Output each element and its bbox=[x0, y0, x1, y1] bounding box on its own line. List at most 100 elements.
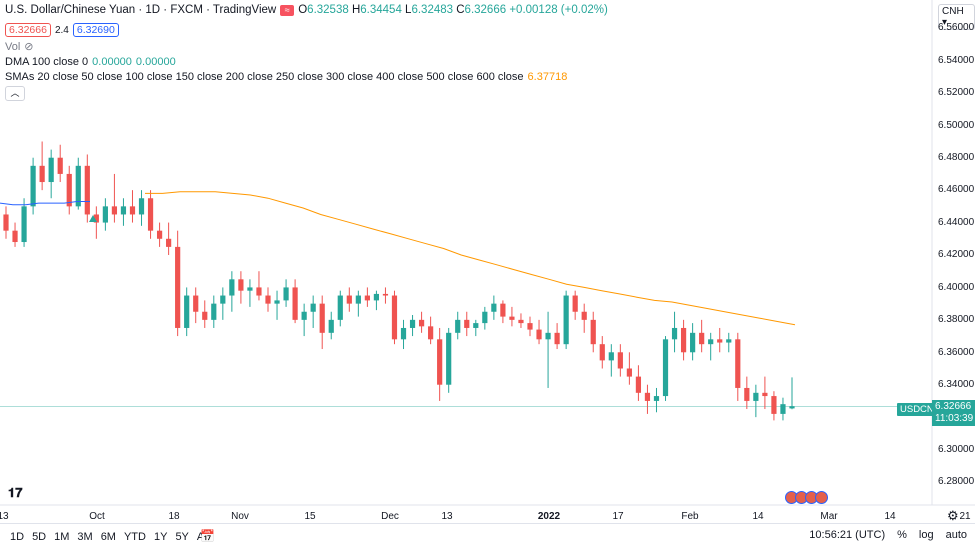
candle-body bbox=[400, 327, 407, 340]
range-button-ytd[interactable]: YTD bbox=[123, 530, 146, 543]
candle-body bbox=[120, 206, 127, 215]
auto-scale-toggle[interactable]: auto bbox=[945, 529, 967, 541]
dma-value-1: 0.00000 bbox=[92, 56, 132, 68]
candle-body bbox=[500, 303, 506, 317]
range-button-5d[interactable]: 5D bbox=[32, 530, 47, 543]
candle-body bbox=[409, 319, 416, 328]
log-scale-toggle[interactable]: log bbox=[918, 529, 934, 541]
candle-body bbox=[391, 295, 398, 340]
candle-body bbox=[328, 319, 334, 333]
signal-marker bbox=[89, 215, 97, 222]
collapse-legend-button[interactable]: ︿ bbox=[5, 86, 25, 101]
candle-body bbox=[175, 246, 181, 328]
candle-body bbox=[84, 165, 90, 215]
range-button-5y[interactable]: 5Y bbox=[175, 530, 189, 543]
tradingview-logo[interactable]: 𝟏𝟕 bbox=[8, 485, 23, 500]
candle-body bbox=[229, 279, 235, 296]
price-axis-label: 6.44000 bbox=[938, 217, 975, 228]
time-axis-label: 2022 bbox=[537, 511, 561, 522]
candle-body bbox=[66, 173, 72, 207]
range-button-6m[interactable]: 6M bbox=[100, 530, 116, 543]
range-button-1y[interactable]: 1Y bbox=[153, 530, 168, 543]
clock[interactable]: 10:56:21 (UTC) bbox=[809, 529, 886, 541]
candle-body bbox=[202, 311, 208, 320]
candle-body bbox=[662, 339, 669, 397]
range-button-3m[interactable]: 3M bbox=[77, 530, 93, 543]
bid-price[interactable]: 6.32666 bbox=[5, 23, 51, 37]
range-button-1m[interactable]: 1M bbox=[54, 530, 70, 543]
candle-body bbox=[536, 329, 542, 340]
calendar-icon[interactable]: 📅 bbox=[200, 529, 215, 543]
price-axis-label: 6.38000 bbox=[938, 314, 975, 325]
candle-body bbox=[563, 295, 569, 345]
us-flag-icon[interactable] bbox=[815, 491, 828, 504]
sma-value: 6.37718 bbox=[527, 71, 568, 83]
dma-value-2: 0.00000 bbox=[135, 56, 176, 68]
price-axis-label: 6.56000 bbox=[938, 22, 975, 33]
candle-body bbox=[111, 206, 118, 215]
candle-body bbox=[653, 396, 660, 401]
last-price-tag: 6.32666 11:03:39 bbox=[932, 400, 975, 426]
candle-body bbox=[247, 287, 253, 291]
candle-body bbox=[48, 157, 54, 183]
price-axis-label: 6.46000 bbox=[938, 184, 975, 195]
candle-body bbox=[75, 165, 81, 207]
candle-body bbox=[608, 352, 614, 361]
ask-price[interactable]: 6.32690 bbox=[72, 23, 119, 37]
range-buttons: 1D 5D 1M 3M 6M YTD 1Y 5Y All bbox=[0, 531, 213, 543]
time-axis-label: 14 bbox=[752, 511, 764, 522]
time-axis-label: Mar bbox=[820, 511, 838, 522]
candle-body bbox=[211, 303, 217, 320]
candle-body bbox=[12, 230, 18, 243]
symbol-title[interactable]: U.S. Dollar/Chinese Yuan · 1D · FXCM · T… bbox=[5, 4, 277, 16]
price-axis-label: 6.36000 bbox=[938, 347, 975, 358]
range-button-1d[interactable]: 1D bbox=[10, 530, 25, 543]
chart-legend-title: U.S. Dollar/Chinese Yuan · 1D · FXCM · T… bbox=[5, 4, 608, 16]
bottom-toolbar: 1D 5D 1M 3M 6M YTD 1Y 5Y All bbox=[0, 523, 975, 549]
candle-body bbox=[735, 339, 741, 388]
time-axis-label: Nov bbox=[231, 511, 249, 522]
economic-events[interactable] bbox=[785, 491, 828, 504]
candle-body bbox=[690, 332, 696, 353]
candle-body bbox=[147, 198, 154, 231]
candle-body bbox=[30, 165, 36, 207]
candle-body bbox=[518, 319, 524, 324]
candle-body bbox=[301, 311, 307, 320]
candle-body bbox=[355, 295, 361, 304]
sma-line bbox=[145, 191, 796, 326]
dma-indicator[interactable]: DMA 100 close 0 0.00000 0.00000 bbox=[5, 56, 176, 68]
candle-body bbox=[491, 303, 497, 312]
candle-body bbox=[238, 279, 244, 291]
candle-body bbox=[346, 295, 352, 304]
candle-body bbox=[699, 332, 705, 345]
gear-icon[interactable]: ⚙ bbox=[947, 508, 959, 523]
candle-body bbox=[292, 287, 298, 320]
time-axis-label: 21 bbox=[959, 511, 971, 522]
vol-indicator[interactable]: Vol ⊘ bbox=[5, 40, 34, 54]
sma-indicator[interactable]: SMAs 20 close 50 close 100 close 150 clo… bbox=[5, 71, 567, 83]
candle-body bbox=[3, 214, 9, 231]
candle-body bbox=[373, 293, 380, 301]
candle-body bbox=[310, 303, 316, 312]
candle-body bbox=[789, 406, 795, 409]
range-button-all[interactable]: All bbox=[196, 530, 210, 543]
bid-ask-row: 6.32666 2.4 6.32690 bbox=[5, 23, 119, 37]
candle-body bbox=[39, 165, 45, 183]
candle-body bbox=[482, 311, 488, 324]
compare-icon[interactable]: ≈ bbox=[280, 4, 295, 16]
candle-body bbox=[626, 368, 632, 377]
candle-body bbox=[446, 332, 452, 385]
hidden-eye-icon[interactable]: ⊘ bbox=[24, 41, 34, 53]
price-axis-label: 6.42000 bbox=[938, 249, 975, 260]
candle-body bbox=[762, 392, 768, 397]
dma-label: DMA 100 close 0 bbox=[5, 56, 89, 68]
candle-body bbox=[138, 198, 145, 215]
candle-body bbox=[753, 392, 759, 401]
time-axis-label: 13 bbox=[0, 511, 9, 522]
percent-scale-toggle[interactable]: % bbox=[897, 529, 907, 541]
candle-body bbox=[102, 206, 108, 223]
candle-body bbox=[581, 311, 587, 320]
price-axis-label: 6.40000 bbox=[938, 282, 975, 293]
candle-body bbox=[680, 327, 687, 353]
